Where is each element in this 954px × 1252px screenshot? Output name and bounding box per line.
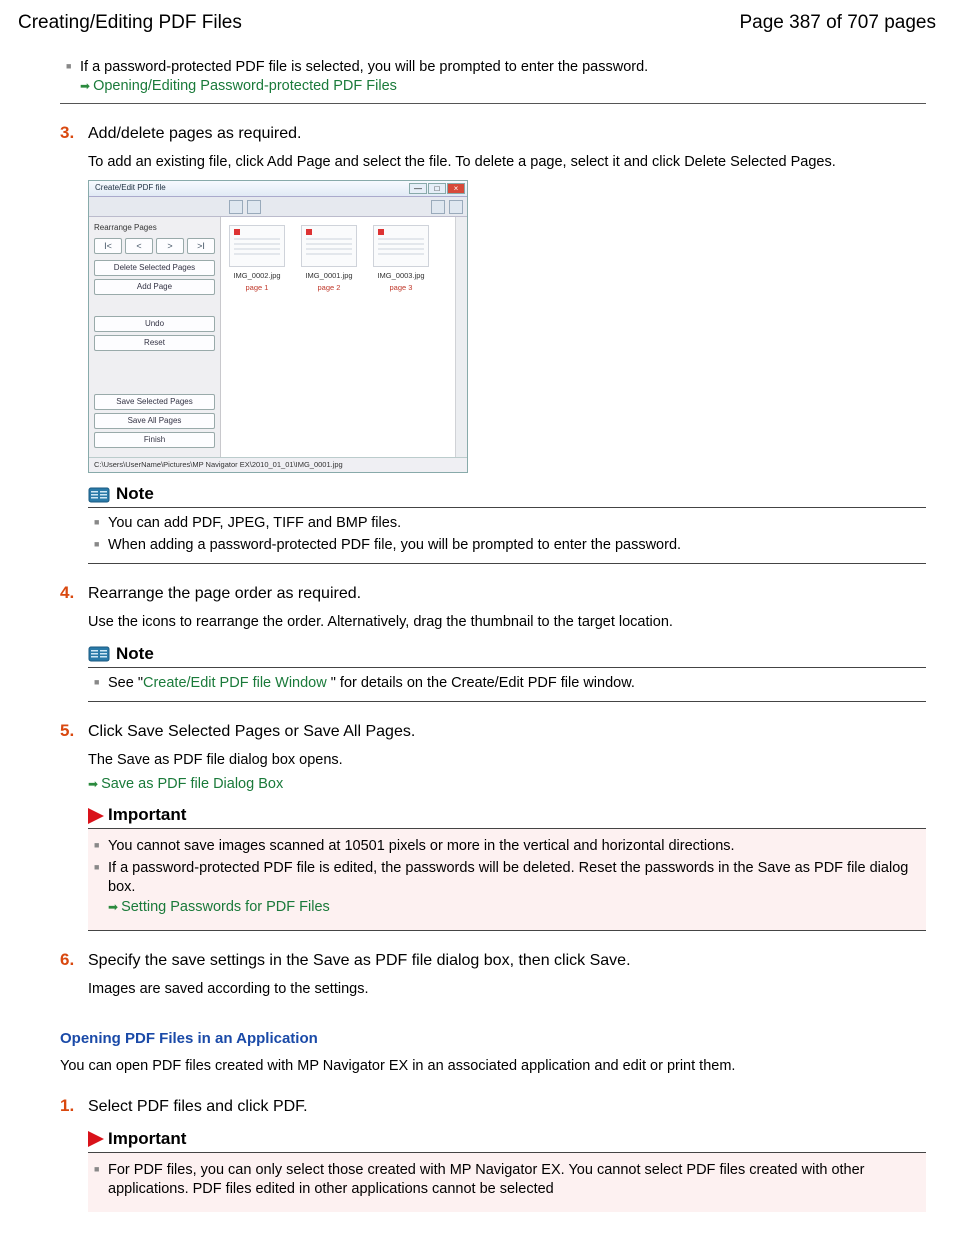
step-6-title: Specify the save settings in the Save as… xyxy=(88,949,631,972)
note-label: Note xyxy=(116,643,154,666)
reset-button: Reset xyxy=(94,335,215,351)
note-icon xyxy=(88,486,112,504)
thumbnail-page: page 1 xyxy=(227,283,287,293)
step-3-title: Add/delete pages as required. xyxy=(88,122,301,145)
note-item: See "Create/Edit PDF file Window " for d… xyxy=(88,674,926,694)
important-item: If a password-protected PDF file is edit… xyxy=(88,859,926,918)
step-5-body: The Save as PDF file dialog box opens. xyxy=(88,751,926,771)
note-item: When adding a password-protected PDF fil… xyxy=(88,536,926,556)
thumbnail-page: page 2 xyxy=(299,283,359,293)
sec2-step-1-title: Select PDF files and click PDF. xyxy=(88,1095,308,1118)
step-4-title: Rearrange the page order as required. xyxy=(88,582,361,605)
page-title: Creating/Editing PDF Files xyxy=(18,10,242,36)
note-text: " for details on the Create/Edit PDF fil… xyxy=(327,675,635,691)
important-text: If a password-protected PDF file is edit… xyxy=(108,860,908,896)
nav-last-button: >I xyxy=(187,238,215,254)
toolbar-icon xyxy=(449,200,463,214)
nav-next-button: > xyxy=(156,238,184,254)
important-icon xyxy=(88,1131,104,1147)
step-3-body: To add an existing file, click Add Page … xyxy=(88,153,926,173)
finish-button: Finish xyxy=(94,432,215,448)
arrow-icon xyxy=(80,77,93,97)
thumbnail: IMG_0003.jpg page 3 xyxy=(371,225,431,293)
note-item: You can add PDF, JPEG, TIFF and BMP file… xyxy=(88,514,926,534)
link-save-as-pdf-dialog[interactable]: Save as PDF file Dialog Box xyxy=(101,776,283,792)
step-3-number: 3. xyxy=(60,122,88,145)
app-screenshot: Create/Edit PDF file — □ × Rearrange Pag… xyxy=(88,180,468,473)
thumbnail-image xyxy=(373,225,429,267)
arrow-icon xyxy=(108,898,121,918)
nav-prev-button: < xyxy=(125,238,153,254)
toolbar-icon xyxy=(247,200,261,214)
step-6-number: 6. xyxy=(60,949,88,972)
intro-bullet: If a password-protected PDF file is sele… xyxy=(60,58,926,97)
important-label: Important xyxy=(108,1128,186,1151)
thumbnail-filename: IMG_0002.jpg xyxy=(227,271,287,281)
rearrange-label: Rearrange Pages xyxy=(94,223,215,234)
thumbnail-image xyxy=(229,225,285,267)
important-item: You cannot save images scanned at 10501 … xyxy=(88,837,926,857)
toolbar-icon xyxy=(431,200,445,214)
undo-button: Undo xyxy=(94,316,215,332)
important-icon xyxy=(88,808,104,824)
save-selected-button: Save Selected Pages xyxy=(94,394,215,410)
step-5-number: 5. xyxy=(60,720,88,743)
important-item: For PDF files, you can only select those… xyxy=(88,1161,926,1200)
link-setting-passwords[interactable]: Setting Passwords for PDF Files xyxy=(121,899,330,915)
thumbnail-page: page 3 xyxy=(371,283,431,293)
arrow-icon xyxy=(88,775,101,795)
status-bar: C:\Users\UserName\Pictures\MP Navigator … xyxy=(89,457,467,472)
nav-first-button: I< xyxy=(94,238,122,254)
minimize-icon: — xyxy=(409,183,427,194)
intro-bullet-text: If a password-protected PDF file is sele… xyxy=(80,59,648,75)
thumbnail: IMG_0001.jpg page 2 xyxy=(299,225,359,293)
thumbnail: IMG_0002.jpg page 1 xyxy=(227,225,287,293)
page-counter: Page 387 of 707 pages xyxy=(739,10,936,36)
section-text: You can open PDF files created with MP N… xyxy=(60,1057,926,1077)
thumbnail-filename: IMG_0003.jpg xyxy=(371,271,431,281)
close-icon: × xyxy=(447,183,465,194)
note-icon xyxy=(88,645,112,663)
thumbnail-filename: IMG_0001.jpg xyxy=(299,271,359,281)
delete-selected-button: Delete Selected Pages xyxy=(94,260,215,276)
note-label: Note xyxy=(116,483,154,506)
note-text: See " xyxy=(108,675,143,691)
section-heading: Opening PDF Files in an Application xyxy=(60,1029,936,1049)
window-title: Create/Edit PDF file xyxy=(91,183,166,194)
maximize-icon: □ xyxy=(428,183,446,194)
step-4-number: 4. xyxy=(60,582,88,605)
thumbnail-image xyxy=(301,225,357,267)
step-4-body: Use the icons to rearrange the order. Al… xyxy=(88,613,926,633)
scrollbar xyxy=(455,217,467,457)
add-page-button: Add Page xyxy=(94,279,215,295)
save-all-button: Save All Pages xyxy=(94,413,215,429)
sec2-step-1-number: 1. xyxy=(60,1095,88,1118)
link-pwd-pdf[interactable]: Opening/Editing Password-protected PDF F… xyxy=(93,78,397,94)
link-create-edit-window[interactable]: Create/Edit PDF file Window xyxy=(143,675,327,691)
step-6-body: Images are saved according to the settin… xyxy=(88,980,926,1000)
step-5-title: Click Save Selected Pages or Save All Pa… xyxy=(88,720,415,743)
toolbar-icon xyxy=(229,200,243,214)
important-label: Important xyxy=(108,804,186,827)
